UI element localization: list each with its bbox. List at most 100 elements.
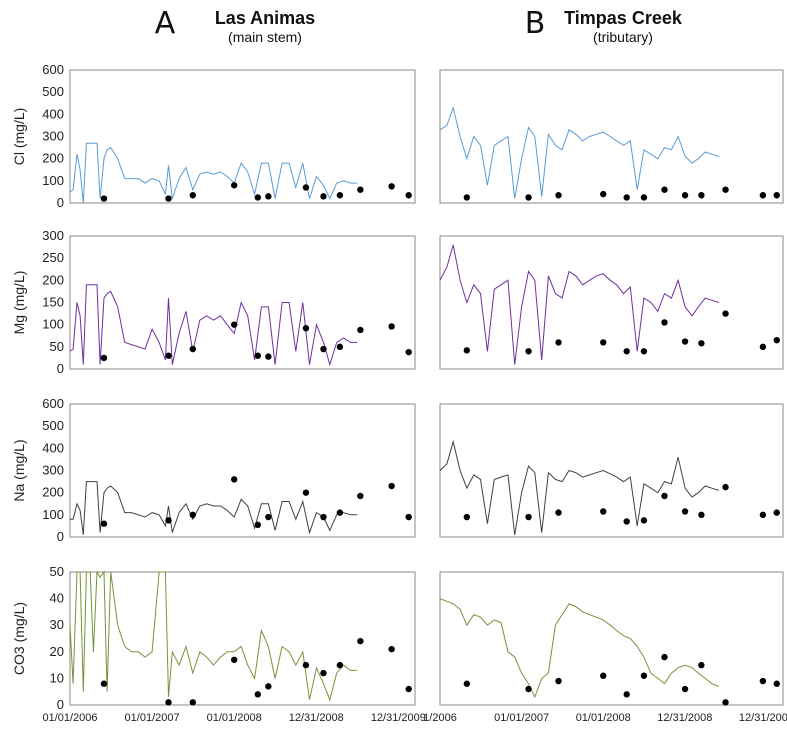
panel-7-x-tick-label: 01/01/2007: [494, 712, 549, 724]
panel-4-data-point: [100, 520, 108, 527]
panel-7-series-line: [439, 598, 719, 699]
panel-6-y-tick-label: 10: [50, 670, 64, 685]
panel-6-frame: [69, 571, 416, 706]
panel-1-data-point: [600, 190, 607, 198]
panel-0-data-point: [302, 184, 310, 191]
panel-0-series-line: [69, 142, 358, 204]
panel-0-data-point: [265, 193, 272, 200]
panel-4-data-point: [189, 511, 196, 519]
panel-7-data-point: [463, 680, 471, 687]
panel-7-data-point: [759, 677, 767, 685]
panel-7-data-point: [525, 685, 532, 693]
panel-3-data-point: [773, 336, 780, 344]
panel-3-data-point: [640, 348, 648, 355]
panel-2-data-point: [189, 345, 196, 353]
panel-5-data-point: [640, 517, 648, 524]
panel-7-x-tick-label: 12/31/2009: [739, 712, 787, 724]
panel-6-x-tick-label: 01/01/2006: [42, 712, 97, 724]
panel-1-data-point: [555, 192, 562, 199]
panel-letter-b: B: [524, 6, 546, 41]
panel-5-data-point: [623, 518, 630, 525]
panel-4-data-point: [254, 521, 261, 529]
panel-4-series-line: [70, 481, 358, 535]
panel-6-data-point: [405, 685, 412, 693]
panel-3-series-line: [439, 244, 719, 365]
panel-7-x-tick-label: 12/31/2008: [657, 712, 712, 724]
panel-2-data-point: [388, 323, 395, 330]
panel-0-data-point: [254, 194, 261, 201]
panel-0-data-point: [320, 193, 327, 200]
panel-2-y-tick-label: 150: [42, 295, 64, 310]
panel-0-data-point: [405, 192, 412, 199]
panel-6-data-point: [230, 656, 238, 663]
panel-6-data-point: [265, 683, 272, 690]
panel-5-data-point: [773, 509, 780, 516]
panel-3-data-point: [555, 339, 562, 346]
panel-4-data-point: [230, 476, 238, 483]
panel-4-y-tick-label: 200: [42, 485, 64, 500]
panel-2-frame: [69, 235, 416, 370]
panel-4-data-point: [336, 509, 344, 516]
panel-2-y-tick-label: 50: [50, 339, 64, 354]
panel-7-data-point: [722, 699, 729, 706]
panel-3-data-point: [698, 340, 705, 347]
panel-2-y-tick-label: 100: [42, 317, 64, 332]
panel-2-data-point: [165, 352, 172, 359]
site-title-las-animas: Las Animas: [214, 8, 316, 28]
site-title-timpas-creek: Timpas Creek: [564, 8, 682, 28]
site-subtitle-main-stem: (main stem): [228, 29, 302, 45]
panel-4-frame: [69, 403, 416, 538]
panel-1-data-point: [623, 194, 630, 201]
panel-2-data-point: [100, 354, 108, 362]
panel-0-y-tick-label: 600: [42, 62, 64, 77]
panel-4-y-tick-label: 0: [57, 529, 64, 544]
panel-0-data-point: [165, 195, 172, 202]
panel-2-y-axis-label: Mg (mg/L): [11, 271, 27, 335]
panel-0-y-tick-label: 200: [42, 151, 64, 166]
panel-4-y-axis-label: Na (mg/L): [11, 439, 27, 501]
panel-1-data-point: [661, 186, 668, 193]
panel-4-y-tick-label: 100: [42, 507, 64, 522]
panel-7-data-point: [681, 685, 689, 693]
panel-7-data-point: [555, 677, 562, 685]
panel-3-data-point: [525, 348, 532, 355]
panel-1-data-point: [773, 192, 780, 199]
panel-5-data-point: [600, 508, 607, 515]
panel-0-data-point: [230, 182, 238, 189]
panel-5-data-point: [555, 509, 562, 516]
panel-5-data-point: [759, 511, 767, 519]
panel-6-data-point: [189, 699, 196, 706]
panel-2-y-tick-label: 200: [42, 272, 64, 287]
panel-6-data-point: [254, 691, 261, 698]
panel-1-data-point: [698, 192, 705, 199]
panel-6-y-tick-label: 30: [50, 617, 64, 632]
panel-6-x-tick-label: 12/31/2008: [289, 712, 344, 724]
panel-6-x-tick-label: 01/01/2007: [125, 712, 180, 724]
panel-6-y-axis-label: CO3 (mg/L): [11, 602, 27, 675]
panel-6-data-point: [302, 661, 310, 669]
panel-letter-a: A: [154, 6, 176, 41]
panel-5-data-point: [722, 483, 729, 491]
panel-1-data-point: [640, 194, 648, 201]
panel-0-y-tick-label: 400: [42, 106, 64, 121]
panel-4-data-point: [302, 489, 310, 496]
panel-4-data-point: [265, 513, 272, 521]
panel-4-y-tick-label: 300: [42, 463, 64, 478]
panel-4-y-tick-label: 400: [42, 440, 64, 455]
panel-4-data-point: [405, 513, 412, 521]
panel-0-y-axis-label: Cl (mg/L): [11, 108, 27, 166]
panel-0-y-tick-label: 300: [42, 129, 64, 144]
panel-4-data-point: [320, 513, 327, 521]
panel-1-data-point: [681, 192, 689, 199]
panel-6-y-tick-label: 20: [50, 644, 64, 659]
panel-7-data-point: [600, 672, 607, 679]
panel-6-data-point: [357, 637, 364, 645]
panel-2-y-tick-label: 0: [57, 361, 64, 376]
panel-6-y-tick-label: 0: [57, 697, 64, 712]
panel-7-data-point: [661, 653, 668, 661]
panel-5-data-point: [698, 511, 705, 519]
panel-0-frame: [69, 69, 416, 204]
panel-2-data-point: [336, 343, 344, 351]
panel-2-data-point: [357, 326, 364, 334]
panel-3-data-point: [722, 310, 729, 317]
